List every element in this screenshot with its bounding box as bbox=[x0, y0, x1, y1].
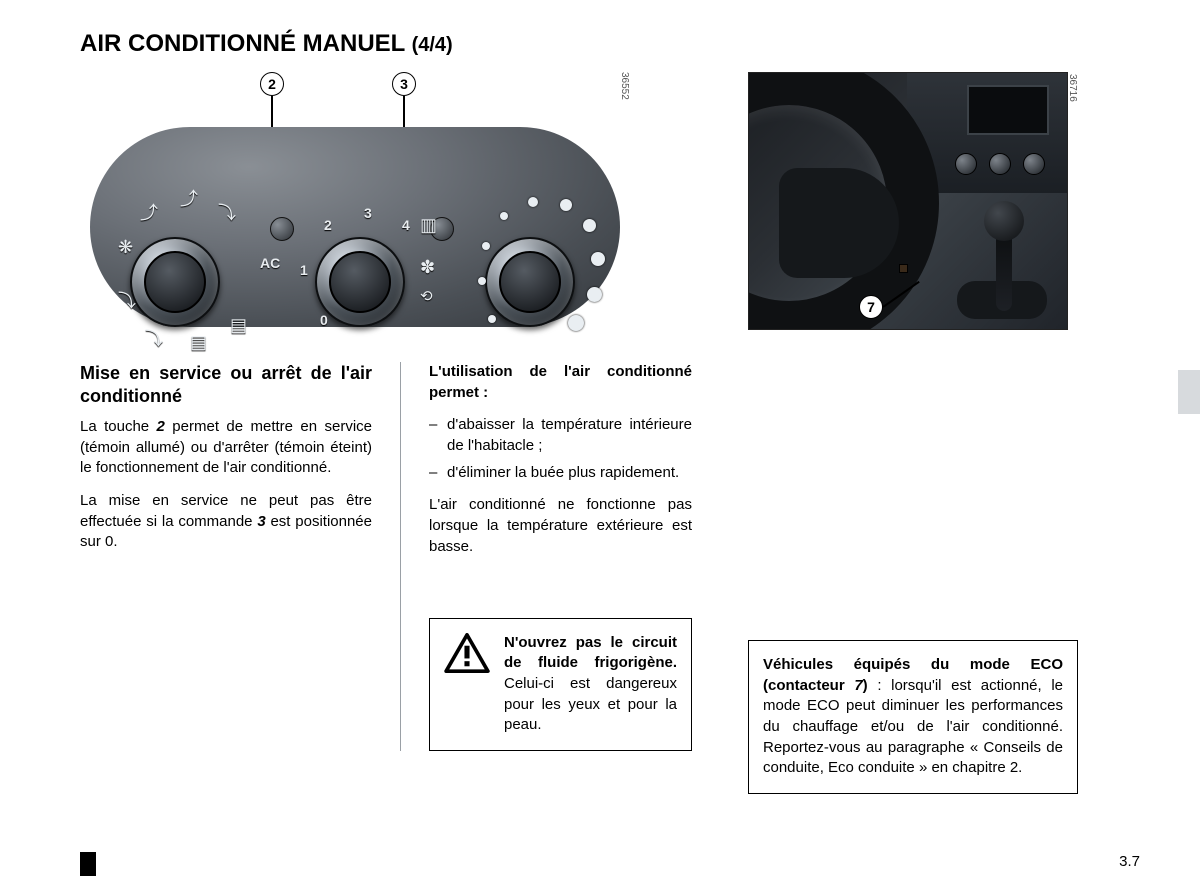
text-columns: Mise en service ou arrêt de l'air condit… bbox=[80, 362, 720, 751]
paragraph: La mise en service ne peut pas être effe… bbox=[80, 491, 372, 553]
warning-text: N'ouvrez pas le circuit de fluide frigor… bbox=[504, 633, 677, 736]
temperature-knob bbox=[485, 237, 575, 327]
thumb-tab bbox=[80, 852, 96, 876]
fan-label-4: 4 bbox=[402, 217, 410, 233]
warning-icon bbox=[444, 633, 490, 673]
dash-knob bbox=[955, 153, 977, 175]
paragraph: La touche 2 permet de mettre en service … bbox=[80, 417, 372, 479]
hvac-panel: AC 0 1 2 3 4 ⤴ ⤴ ⤵ ❋ ⤵ ⤵ ▤ ▤ ▥ ✽ ⟲ bbox=[90, 127, 620, 327]
lead-text: L'utilisation de l'air conditionné perme… bbox=[429, 362, 692, 403]
dash-knob bbox=[1023, 153, 1045, 175]
temp-dot bbox=[591, 252, 605, 266]
defrost-icon: ▤ bbox=[230, 315, 247, 336]
side-tab bbox=[1178, 370, 1200, 414]
temp-dot bbox=[560, 199, 572, 211]
callout-7: 7 bbox=[859, 295, 883, 319]
fan-label-1: 1 bbox=[300, 262, 308, 278]
steering-wheel-hub bbox=[779, 168, 899, 278]
airflow-icon: ⤵ bbox=[145, 325, 163, 351]
interior-figure: 36716 7 bbox=[748, 72, 1078, 342]
callout-7-label: 7 bbox=[859, 295, 883, 319]
list-item: d'éliminer la buée plus rapidement. bbox=[429, 463, 692, 484]
content-row: 36552 2 3 AC 0 1 2 3 4 ⤴ bbox=[80, 72, 1140, 794]
fan-speed-knob bbox=[315, 237, 405, 327]
temp-dot bbox=[482, 242, 490, 250]
temp-dot bbox=[528, 197, 538, 207]
dash-knob bbox=[989, 153, 1011, 175]
fan-label-2: 2 bbox=[324, 217, 332, 233]
airflow-icon: ⤴ bbox=[180, 185, 198, 211]
ac-label: AC bbox=[260, 255, 280, 271]
temp-dot bbox=[568, 315, 584, 331]
defrost-icon: ▤ bbox=[190, 332, 207, 353]
image-ref-code: 36716 bbox=[1067, 74, 1078, 102]
left-column: 36552 2 3 AC 0 1 2 3 4 ⤴ bbox=[80, 72, 720, 794]
warn-rest: Celui-ci est dangereux pour les yeux et … bbox=[504, 675, 677, 733]
eco-info-box: Véhicules équipés du mode ECO (contacteu… bbox=[748, 640, 1078, 794]
defrost-icon: ▥ bbox=[420, 215, 437, 236]
subheading: Mise en service ou arrêt de l'air condit… bbox=[80, 362, 372, 407]
fan-label-3: 3 bbox=[364, 205, 372, 221]
ref-7: 7 bbox=[854, 677, 862, 694]
fan-icon: ✽ bbox=[420, 257, 435, 278]
ac-button bbox=[270, 217, 294, 241]
hvac-figure: 36552 2 3 AC 0 1 2 3 4 ⤴ bbox=[80, 72, 720, 342]
airflow-icon: ⤵ bbox=[118, 287, 136, 313]
warning-box: N'ouvrez pas le circuit de fluide frigor… bbox=[429, 618, 692, 751]
list-item: d'abaisser la température intérieure de … bbox=[429, 415, 692, 456]
warn-bold: N'ouvrez pas le circuit de fluide frigor… bbox=[504, 634, 677, 672]
text-col-2: L'utilisation de l'air conditionné perme… bbox=[400, 362, 720, 751]
ref-3: 3 bbox=[257, 513, 265, 530]
gear-shifter bbox=[996, 231, 1012, 311]
recirc-icon: ⟲ bbox=[420, 287, 433, 305]
page-title: AIR CONDITIONNÉ MANUEL (4/4) bbox=[80, 30, 1140, 58]
title-part: (4/4) bbox=[412, 34, 453, 56]
temp-dot bbox=[478, 277, 486, 285]
text-col-1: Mise en service ou arrêt de l'air condit… bbox=[80, 362, 400, 751]
airflow-icon: ❋ bbox=[118, 237, 133, 258]
text: La touche bbox=[80, 418, 157, 435]
airflow-icon: ⤴ bbox=[140, 199, 158, 225]
temp-dot bbox=[500, 212, 508, 220]
benefits-list: d'abaisser la température intérieure de … bbox=[429, 415, 692, 483]
eco-switch bbox=[899, 264, 908, 273]
callout-2-label: 2 bbox=[260, 72, 284, 96]
temp-dot bbox=[488, 315, 496, 323]
right-column: 36716 7 Véhicules équipés du mode ECO (c bbox=[748, 72, 1078, 794]
infotainment-screen bbox=[967, 85, 1049, 135]
fan-label-0: 0 bbox=[320, 312, 328, 328]
airflow-knob bbox=[130, 237, 220, 327]
temp-dot bbox=[587, 287, 602, 302]
image-ref-code: 36552 bbox=[619, 72, 630, 100]
temp-dot bbox=[583, 219, 596, 232]
ref-2: 2 bbox=[157, 418, 165, 435]
interior-photo: 7 bbox=[748, 72, 1068, 330]
airflow-icon: ⤵ bbox=[218, 199, 236, 225]
callout-3-label: 3 bbox=[392, 72, 416, 96]
paragraph: L'air conditionné ne fonctionne pas lors… bbox=[429, 495, 692, 557]
page-number: 3.7 bbox=[1119, 853, 1140, 870]
title-main: AIR CONDITIONNÉ MANUEL bbox=[80, 30, 412, 57]
